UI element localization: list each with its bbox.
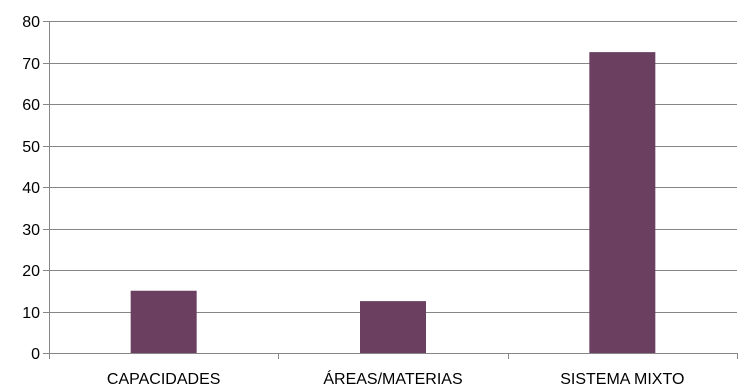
y-tick-labels: 0 10 20 30 40 50 60 70 80 xyxy=(22,14,40,363)
x-tick-labels: CAPACIDADES ÁREAS/MATERIAS SISTEMA MIXTO xyxy=(107,369,685,388)
y-tick-label: 70 xyxy=(22,56,40,73)
y-tick-label: 40 xyxy=(22,180,40,197)
y-tick-label: 60 xyxy=(22,97,40,114)
y-tick-label: 30 xyxy=(22,222,40,239)
bar-capacidades xyxy=(130,290,197,353)
y-tick-label: 0 xyxy=(31,346,40,363)
y-tick-label: 20 xyxy=(22,263,40,280)
x-tick-label: SISTEMA MIXTO xyxy=(560,371,684,388)
bar-sistema-mixto xyxy=(589,52,656,353)
axes xyxy=(43,21,738,359)
y-tick-label: 80 xyxy=(22,14,40,31)
x-tick-label: CAPACIDADES xyxy=(107,371,221,388)
y-tick-label: 50 xyxy=(22,139,40,156)
bar-áreas-materias xyxy=(360,301,426,353)
gridlines xyxy=(49,21,737,313)
bars xyxy=(130,52,656,353)
y-tick-label: 10 xyxy=(22,305,40,322)
x-tick-label: ÁREAS/MATERIAS xyxy=(323,369,462,388)
